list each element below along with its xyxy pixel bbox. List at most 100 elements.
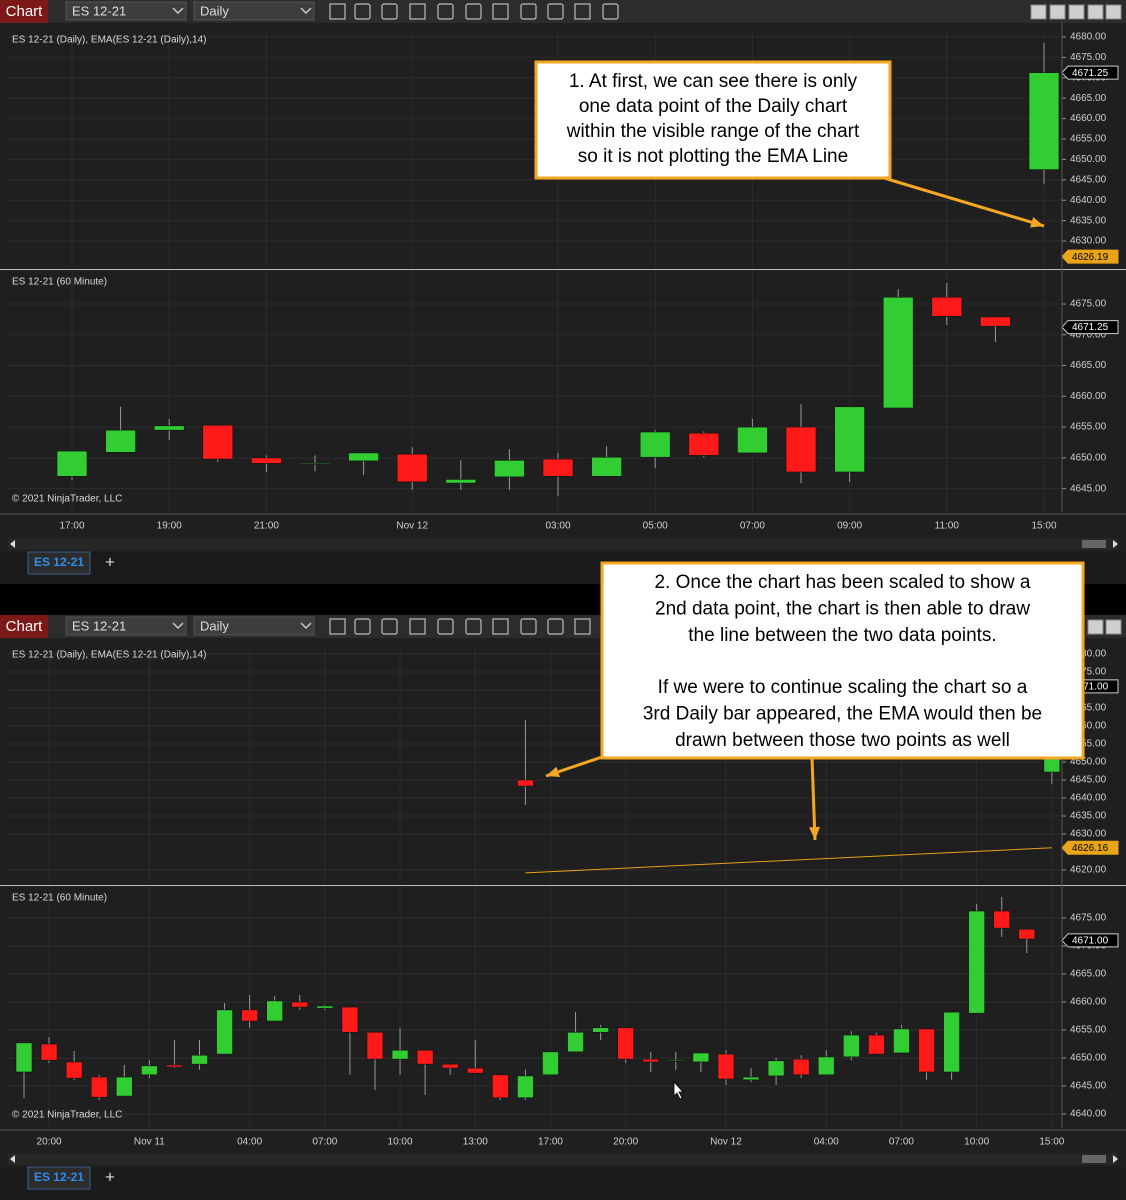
price-marker-label: 4671.00 bbox=[1072, 682, 1109, 693]
window-button[interactable] bbox=[1087, 4, 1104, 20]
price-marker bbox=[1061, 933, 1119, 948]
toolbar-icon[interactable] bbox=[602, 3, 619, 20]
candle-body bbox=[341, 1006, 359, 1033]
scroll-right[interactable] bbox=[1113, 540, 1118, 548]
x-tick-label: 03:00 bbox=[545, 521, 570, 532]
add-tab[interactable]: + bbox=[105, 552, 115, 571]
instrument-dropdown[interactable] bbox=[65, 616, 187, 636]
candle-body bbox=[980, 316, 1011, 327]
period-dropdown[interactable] bbox=[193, 616, 315, 636]
toolbar-icon[interactable] bbox=[329, 3, 346, 20]
window-button[interactable] bbox=[1030, 4, 1047, 20]
y-tick-label: 4665.00 bbox=[1070, 360, 1107, 371]
y-tick-label: 4650.00 bbox=[1070, 452, 1107, 463]
scrollbar[interactable] bbox=[8, 538, 1118, 550]
toolbar-icon[interactable] bbox=[437, 618, 454, 635]
chart-tab[interactable] bbox=[27, 1166, 91, 1190]
toolbar-icon[interactable] bbox=[409, 3, 426, 20]
chart-tab-label: ES 12-21 bbox=[34, 555, 84, 569]
scroll-right[interactable] bbox=[1113, 1155, 1118, 1163]
toolbar-icon[interactable] bbox=[354, 618, 371, 635]
price-marker-label: 4671.25 bbox=[1072, 68, 1109, 79]
toolbar-icon[interactable] bbox=[329, 618, 346, 635]
toolbar-icon[interactable] bbox=[547, 618, 564, 635]
toolbar-icon[interactable] bbox=[574, 3, 591, 20]
candle-body bbox=[105, 429, 136, 453]
toolbar-icon[interactable] bbox=[547, 3, 564, 20]
window-button[interactable] bbox=[1049, 4, 1066, 20]
title-badge bbox=[0, 615, 48, 638]
instrument-value: ES 12-21 bbox=[72, 3, 126, 18]
period-dropdown[interactable] bbox=[193, 1, 315, 21]
panel-label: ES 12-21 (Daily), EMA(ES 12-21 (Daily),1… bbox=[12, 650, 207, 661]
toolbar-icon[interactable] bbox=[465, 3, 482, 20]
scroll-left[interactable] bbox=[10, 540, 15, 548]
y-tick-label: 4660.00 bbox=[1070, 997, 1107, 1008]
toolbar-icon[interactable] bbox=[492, 618, 509, 635]
scroll-thumb[interactable] bbox=[1082, 1155, 1106, 1163]
toolbar-icon[interactable] bbox=[574, 618, 591, 635]
price-marker bbox=[1061, 840, 1119, 855]
candle-body bbox=[567, 1031, 584, 1053]
candle-body bbox=[667, 1059, 685, 1062]
candle-body bbox=[216, 1009, 233, 1055]
y-tick-label: 4680.00 bbox=[1070, 649, 1107, 660]
toolbar-icon[interactable] bbox=[437, 3, 454, 20]
toolbar-icon[interactable] bbox=[381, 618, 398, 635]
add-tab[interactable]: + bbox=[105, 1167, 115, 1186]
mouse-cursor bbox=[673, 1080, 684, 1100]
candle-body bbox=[299, 463, 331, 465]
candle-body bbox=[202, 424, 234, 460]
toolbar-icon[interactable] bbox=[465, 618, 482, 635]
candle-body bbox=[266, 1000, 284, 1022]
y-tick-label: 4675.00 bbox=[1070, 913, 1107, 924]
y-tick-label: 4620.00 bbox=[1070, 865, 1107, 876]
candle-body bbox=[90, 1076, 108, 1098]
candle-body bbox=[893, 1028, 910, 1054]
dropdown-arrow bbox=[172, 622, 184, 630]
candle-body bbox=[15, 1042, 33, 1073]
x-tick-label: Nov 12 bbox=[710, 1137, 742, 1148]
window-button[interactable] bbox=[1105, 619, 1122, 635]
toolbar-icon[interactable] bbox=[354, 3, 371, 20]
x-tick-label: 17:00 bbox=[59, 521, 84, 532]
toolbar-icon[interactable] bbox=[409, 618, 426, 635]
callout-text: one data point of the Daily chart bbox=[579, 96, 848, 117]
chart-tab[interactable] bbox=[27, 551, 91, 575]
price-marker bbox=[1061, 320, 1119, 335]
candle-body bbox=[792, 1058, 810, 1076]
candle-body bbox=[1018, 928, 1036, 940]
toolbar-icon[interactable] bbox=[520, 618, 537, 635]
toolbar-icon[interactable] bbox=[520, 3, 537, 20]
window-button[interactable] bbox=[1105, 4, 1122, 20]
callout-text: 2nd data point, the chart is then able t… bbox=[655, 599, 1030, 620]
candle-body bbox=[943, 1011, 960, 1073]
candle-body bbox=[56, 450, 88, 477]
dropdown-arrow bbox=[172, 7, 184, 15]
candle-body bbox=[466, 1067, 484, 1074]
scrollbar[interactable] bbox=[8, 1153, 1118, 1165]
window-button[interactable] bbox=[1068, 4, 1085, 20]
instrument-dropdown[interactable] bbox=[65, 1, 187, 21]
y-tick-label: 4670.00 bbox=[1070, 329, 1107, 340]
candle-body bbox=[617, 1027, 634, 1060]
y-tick-label: 4635.00 bbox=[1070, 215, 1107, 226]
scroll-thumb[interactable] bbox=[1082, 540, 1106, 548]
candle-body bbox=[40, 1043, 58, 1061]
y-tick-label: 4645.00 bbox=[1070, 483, 1107, 494]
callout-text: so it is not plotting the EMA Line bbox=[578, 146, 848, 167]
candle-body bbox=[153, 425, 185, 431]
ema-line bbox=[525, 847, 1052, 874]
toolbar-icon[interactable] bbox=[381, 3, 398, 20]
y-tick-label: 4635.00 bbox=[1070, 811, 1107, 822]
scroll-left[interactable] bbox=[10, 1155, 15, 1163]
candle-body bbox=[115, 1076, 133, 1097]
candle-body bbox=[416, 1049, 434, 1065]
toolbar-icon[interactable] bbox=[492, 3, 509, 20]
x-tick-label: 19:00 bbox=[157, 521, 182, 532]
y-tick-label: 4680.00 bbox=[1070, 32, 1107, 43]
candle-body bbox=[391, 1049, 409, 1060]
window-button[interactable] bbox=[1087, 619, 1104, 635]
x-tick-label: 10:00 bbox=[964, 1137, 989, 1148]
